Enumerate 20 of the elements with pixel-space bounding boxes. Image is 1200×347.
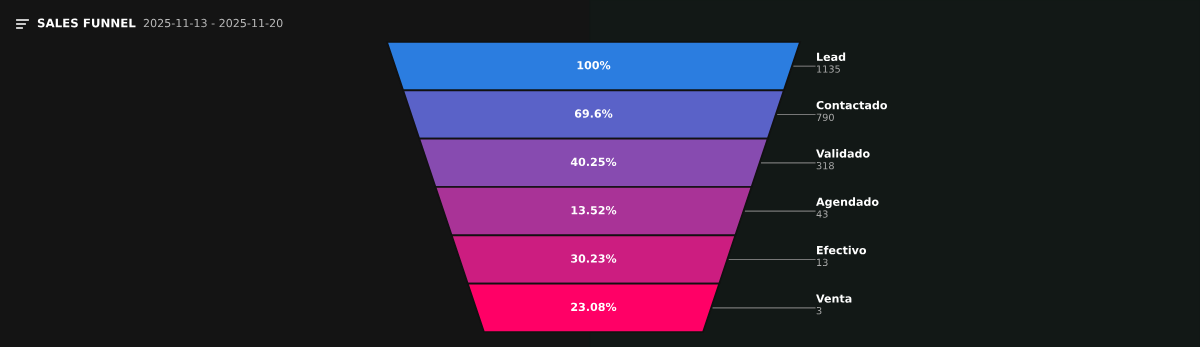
text: 30.23% [571, 254, 617, 263]
category-label: Lead [817, 52, 846, 62]
text: SALES FUNNEL [37, 18, 136, 28]
category-label: Efectivo [817, 245, 867, 255]
category-label: Agendado [816, 197, 879, 209]
category-label: Validado [816, 149, 870, 158]
text: 2025-11-13 - 2025-11-20 [143, 18, 283, 28]
text: 23.08% [571, 302, 617, 312]
data-label: 3 [816, 307, 822, 315]
data-label: 318 [816, 162, 834, 170]
data-label: 43 [816, 210, 828, 218]
category-label: Contactado [816, 100, 888, 110]
text: 13.52% [571, 205, 617, 215]
data-label: 1135 [817, 65, 840, 73]
data-label: 13 [817, 258, 828, 267]
category-label: Venta [816, 294, 852, 303]
data-label: 790 [816, 113, 834, 122]
text: 40.25% [570, 157, 617, 167]
text: 69.6% [574, 109, 613, 118]
text: 100% [577, 60, 611, 70]
